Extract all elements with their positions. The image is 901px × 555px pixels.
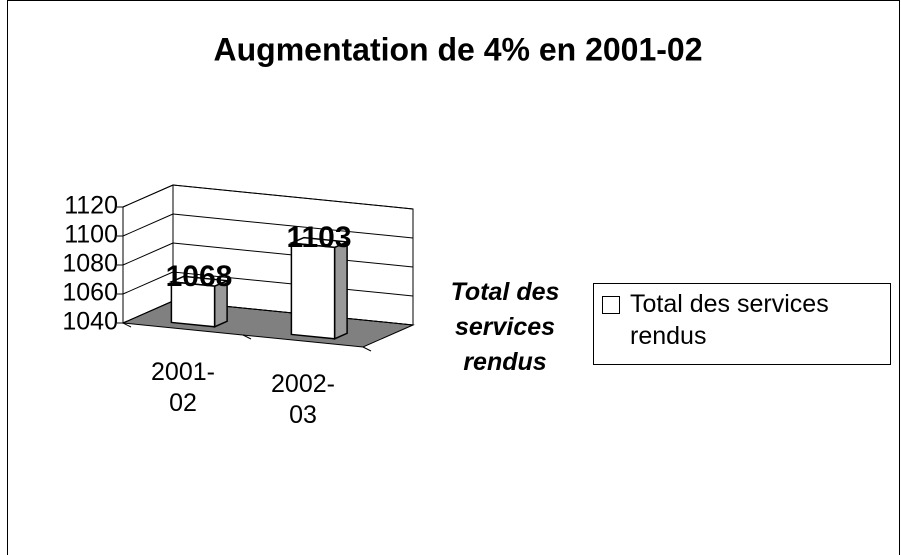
chart-title: Augmentation de 4% en 2001-02 [213, 31, 702, 67]
x-tick [122, 322, 132, 328]
bar-side [333, 240, 348, 340]
legend: Total des services rendus [593, 283, 891, 365]
y-tick-label: 1120 [64, 192, 118, 220]
x-axis-title: Total des services rendus [450, 278, 560, 376]
grid-line [122, 271, 174, 295]
legend-swatch [602, 296, 620, 314]
grid-line [172, 213, 414, 239]
legend-label: Total des services rendus [630, 290, 829, 350]
bar [170, 281, 216, 328]
y-tick-label: 1040 [62, 308, 118, 336]
y-tick-label: 1060 [62, 279, 118, 307]
y-tick-label: 1080 [62, 250, 118, 278]
x-tick [362, 346, 372, 352]
chart-frame [7, 0, 900, 555]
x-tick [242, 334, 252, 340]
bar [290, 242, 336, 340]
data-label: 1068 [166, 260, 233, 293]
floor [121, 300, 415, 348]
grid-line [172, 184, 414, 210]
data-label: 1103 [286, 221, 351, 254]
y-tick-label: 1100 [64, 221, 118, 249]
x-tick-label: 2002-03 [271, 370, 335, 429]
x-tick-label: 2001-02 [151, 358, 215, 417]
grid-line [122, 184, 174, 208]
grid-line [122, 242, 174, 266]
grid-line [122, 213, 174, 237]
grid-line [122, 300, 174, 324]
